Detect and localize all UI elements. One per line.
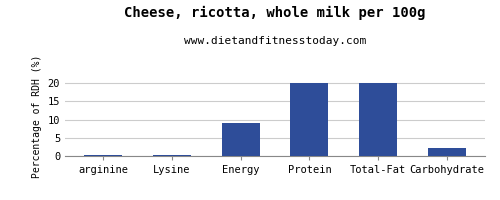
Y-axis label: Percentage of RDH (%): Percentage of RDH (%) — [32, 54, 42, 178]
Bar — [222, 123, 260, 156]
Bar — [428, 148, 466, 156]
Bar — [290, 83, 329, 156]
Text: Cheese, ricotta, whole milk per 100g: Cheese, ricotta, whole milk per 100g — [124, 6, 426, 20]
Bar — [360, 83, 397, 156]
Text: www.dietandfitnesstoday.com: www.dietandfitnesstoday.com — [184, 36, 366, 46]
Bar — [84, 155, 122, 156]
Bar — [153, 155, 190, 156]
